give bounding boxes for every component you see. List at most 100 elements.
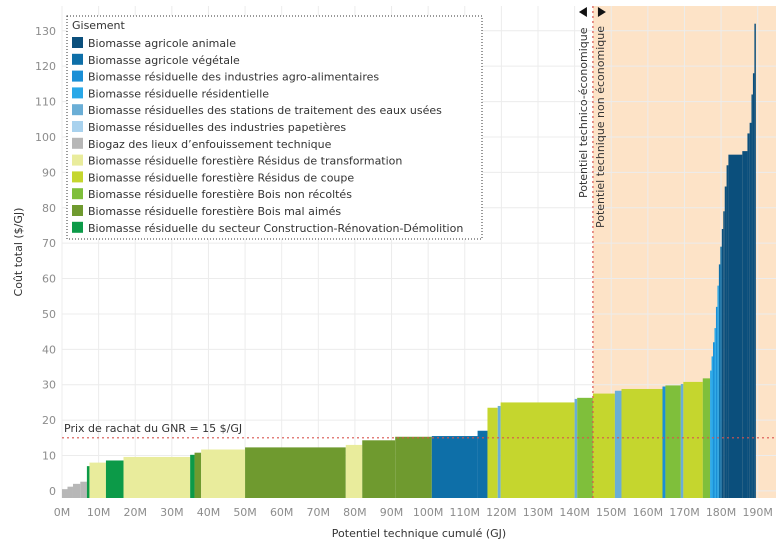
- legend-item-label: Biomasse résiduelle forestière Résidus d…: [88, 171, 354, 184]
- bar-segment: [742, 151, 748, 498]
- bar-segment: [362, 440, 396, 498]
- x-tick-label: 180M: [706, 506, 737, 519]
- bar-segment: [497, 405, 501, 498]
- threshold-left-label: Potentiel technico-économique: [577, 27, 590, 198]
- legend-item-label: Biomasse résiduelles des stations de tra…: [88, 104, 442, 117]
- legend: Gisement Biomasse agricole animaleBiomas…: [66, 15, 483, 240]
- x-tick-label: 130M: [523, 506, 554, 519]
- x-tick-label: 80M: [343, 506, 367, 519]
- bar-segment: [711, 356, 714, 498]
- bar-segment: [721, 228, 724, 499]
- x-tick-label: 60M: [270, 506, 294, 519]
- y-tick-label: 110: [35, 96, 56, 109]
- x-tick-label: 150M: [596, 506, 627, 519]
- bar-segment: [487, 407, 498, 498]
- x-tick-label: 120M: [486, 506, 517, 519]
- legend-swatch: [72, 104, 83, 116]
- y-tick-label: 130: [35, 25, 56, 38]
- legend-swatch: [72, 121, 83, 132]
- bar-segment: [80, 481, 87, 498]
- x-tick-label: 110M: [450, 506, 481, 519]
- bar-segment: [751, 94, 753, 499]
- bar-segment: [749, 122, 752, 498]
- x-tick-label: 0M: [54, 506, 71, 519]
- legend-item-label: Biomasse agricole animale: [88, 37, 236, 50]
- bar-segment: [717, 285, 719, 498]
- y-tick-label: 40: [42, 343, 56, 356]
- bar-segment: [665, 385, 681, 498]
- bar-segment: [194, 452, 202, 498]
- bar-segment: [190, 454, 195, 498]
- bar-segment: [614, 390, 622, 498]
- legend-item-label: Biomasse résiduelle résidentielle: [88, 87, 269, 100]
- legend-item-label: Biomasse résiduelle du secteur Construct…: [88, 222, 463, 235]
- bar-segment: [577, 397, 593, 498]
- x-tick-label: 90M: [380, 506, 404, 519]
- reference-line-label: Prix de rachat du GNR = 15 $/GJ: [64, 422, 242, 435]
- legend-swatch: [72, 87, 83, 99]
- legend-swatch: [72, 171, 83, 183]
- legend-swatch: [72, 53, 83, 65]
- bar-segment: [702, 378, 711, 498]
- bar-segment: [201, 449, 246, 498]
- x-tick-label: 40M: [197, 506, 221, 519]
- legend-item-label: Biomasse résiduelles des industries pape…: [88, 121, 346, 134]
- bar-segment: [395, 436, 432, 498]
- bar-segment: [574, 398, 578, 498]
- y-axis-title: Coût total ($/GJ): [12, 208, 25, 297]
- y-tick-label: 100: [35, 131, 56, 144]
- bar-segment: [67, 486, 73, 498]
- y-tick-label: 20: [42, 414, 56, 427]
- legend-item-label: Biogaz des lieux d’enfouissement techniq…: [88, 138, 332, 151]
- x-tick-label: 160M: [633, 506, 664, 519]
- bar-segment: [683, 381, 703, 498]
- bar-segment: [345, 444, 363, 498]
- x-tick-label: 50M: [233, 506, 257, 519]
- bar-segment: [592, 393, 615, 498]
- x-tick-label: 100M: [413, 506, 444, 519]
- bar-segment: [713, 342, 715, 498]
- legend-swatch: [72, 37, 83, 48]
- bar-segment: [728, 154, 743, 498]
- x-tick-label: 170M: [669, 506, 700, 519]
- bar-segment: [72, 483, 81, 498]
- bars: [62, 23, 756, 499]
- x-axis-ticks: 0M 10M 20M 30M 40M 50M 60M 70M 80M 90M 100M 110M 120…: [54, 506, 773, 519]
- x-tick-label: 190M: [742, 506, 773, 519]
- y-tick-label: 90: [42, 166, 56, 179]
- bar-segment: [724, 186, 727, 498]
- bar-segment: [718, 264, 721, 498]
- legend-swatch: [72, 221, 83, 233]
- legend-items: Biomasse agricole animale Biomasse agrico…: [72, 37, 463, 235]
- bar-segment: [431, 436, 478, 498]
- y-tick-label: 50: [42, 308, 56, 321]
- bar-segment: [726, 165, 729, 498]
- bar-segment: [500, 402, 575, 498]
- legend-swatch: [72, 137, 83, 149]
- bar-segment: [621, 388, 663, 498]
- bar-segment: [680, 384, 684, 498]
- y-axis-ticks: 0 10 20 30 40 50 60 70 80 90 100 110 120 130: [35, 25, 56, 498]
- x-tick-label: 70M: [307, 506, 331, 519]
- x-tick-label: 140M: [559, 506, 590, 519]
- legend-item-label: Biomasse agricole végétale: [88, 54, 240, 67]
- y-tick-label: 30: [42, 379, 56, 392]
- bar-segment: [752, 73, 755, 498]
- y-tick-label: 120: [35, 60, 56, 73]
- bar-segment: [105, 460, 124, 498]
- x-tick-label: 10M: [87, 506, 111, 519]
- bar-segment: [754, 23, 756, 498]
- legend-title: Gisement: [72, 19, 126, 32]
- threshold-right-label: Potentiel technique non économique: [594, 26, 607, 228]
- bar-segment: [715, 306, 718, 498]
- bar-segment: [720, 246, 722, 498]
- bar-segment: [723, 211, 725, 498]
- legend-item-label: Biomasse résiduelle forestière Bois mal …: [88, 205, 341, 218]
- y-tick-label: 70: [42, 237, 56, 250]
- bar-segment: [477, 430, 488, 498]
- bar-segment: [89, 462, 106, 498]
- legend-swatch: [72, 205, 83, 216]
- bar-segment: [86, 466, 90, 498]
- x-tick-label: 30M: [160, 506, 184, 519]
